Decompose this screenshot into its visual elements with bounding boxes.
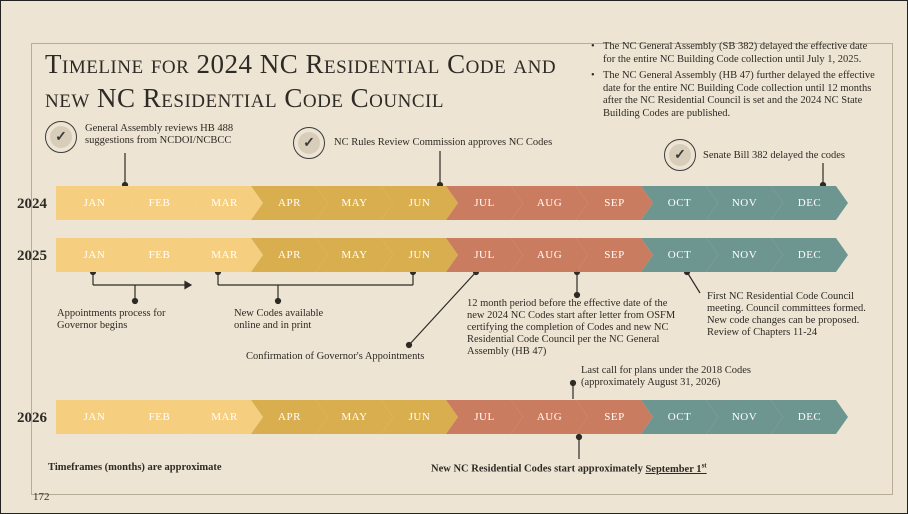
month-chevron-apr: APR bbox=[251, 400, 328, 434]
bullet-item: The NC General Assembly (HB 47) further … bbox=[589, 70, 877, 120]
checkmark-icon: ✓ bbox=[664, 139, 696, 171]
month-chevron-feb: FEB bbox=[121, 400, 198, 434]
month-chevron-dec: DEC bbox=[771, 238, 848, 272]
month-chevron-jan: JAN bbox=[56, 238, 133, 272]
bullet-list: The NC General Assembly (SB 382) delayed… bbox=[589, 41, 877, 124]
slide-title: Timeline for 2024 NC Residential Code an… bbox=[45, 49, 557, 113]
month-chevron-apr: APR bbox=[251, 186, 328, 220]
bullet-item: The NC General Assembly (SB 382) delayed… bbox=[589, 41, 877, 66]
month-chevron-feb: FEB bbox=[121, 238, 198, 272]
connector-dot bbox=[575, 433, 583, 441]
connector-dot bbox=[274, 297, 282, 305]
month-chevron-may: MAY bbox=[316, 238, 393, 272]
arrow-head bbox=[184, 280, 193, 290]
month-chevron-jul: JUL bbox=[446, 400, 523, 434]
month-chevron-sep: SEP bbox=[576, 400, 653, 434]
month-chevron-apr: APR bbox=[251, 238, 328, 272]
month-chevron-nov: NOV bbox=[706, 186, 783, 220]
connector-dot bbox=[569, 379, 577, 387]
checkmark-icon: ✓ bbox=[293, 127, 325, 159]
page-number: 172 bbox=[33, 491, 50, 503]
month-chevron-oct: OCT bbox=[641, 186, 718, 220]
month-chevron-nov: NOV bbox=[706, 400, 783, 434]
annotation-2024-sb382: Senate Bill 382 delayed the codes bbox=[703, 150, 846, 161]
codes-start-date-text: September 1 bbox=[645, 463, 702, 475]
connector-dot bbox=[131, 297, 139, 305]
timeline-row-2026: JAN FEB MAR APR MAY JUN JUL AUG SEP OCT NOV DEC bbox=[56, 400, 851, 434]
month-chevron-mar: MAR bbox=[186, 400, 263, 434]
checkmark-icon: ✓ bbox=[45, 121, 77, 153]
approximate-note: Timeframes (months) are approximate bbox=[48, 462, 222, 473]
annotation-2025-council-meeting: First NC Residential Code Council meetin… bbox=[707, 291, 866, 338]
month-chevron-mar: MAR bbox=[186, 238, 263, 272]
timeline-row-2025: JAN FEB MAR APR MAY JUN JUL AUG SEP OCT NOV DEC bbox=[56, 238, 851, 272]
month-chevron-nov: NOV bbox=[706, 238, 783, 272]
month-chevron-mar: MAR bbox=[186, 186, 263, 220]
month-chevron-jul: JUL bbox=[446, 186, 523, 220]
year-label: 2026 bbox=[17, 410, 47, 426]
month-chevron-dec: DEC bbox=[771, 400, 848, 434]
codes-start-date-suffix: st bbox=[701, 461, 707, 469]
month-chevron-aug: AUG bbox=[511, 186, 588, 220]
month-chevron-feb: FEB bbox=[121, 186, 198, 220]
month-chevron-dec: DEC bbox=[771, 186, 848, 220]
year-label: 2025 bbox=[17, 248, 47, 264]
annotation-2025-codes-available: New Codes available online and in print bbox=[234, 308, 324, 331]
connector-line bbox=[686, 271, 701, 294]
annotation-2025-appointments: Appointments process for Governor begins bbox=[57, 308, 166, 331]
annotation-2026-last-call: Last call for plans under the 2018 Codes… bbox=[581, 365, 751, 388]
month-chevron-jan: JAN bbox=[56, 186, 133, 220]
annotation-2025-confirmation: Confirmation of Governor's Appointments bbox=[246, 351, 425, 362]
month-chevron-jun: JUN bbox=[381, 400, 458, 434]
connector-dot bbox=[405, 341, 413, 349]
connector-line bbox=[408, 271, 477, 346]
annotation-2024-hb488: General Assembly reviews HB 488 suggesti… bbox=[85, 123, 234, 146]
annotation-2024-rules-review: NC Rules Review Commission approves NC C… bbox=[334, 137, 553, 148]
month-chevron-sep: SEP bbox=[576, 238, 653, 272]
month-chevron-aug: AUG bbox=[511, 238, 588, 272]
annotation-2025-12-month-period: 12 month period before the effective dat… bbox=[467, 298, 676, 357]
codes-start-date: September 1st bbox=[645, 461, 707, 475]
month-chevron-jun: JUN bbox=[381, 186, 458, 220]
month-chevron-may: MAY bbox=[316, 186, 393, 220]
connector-dot bbox=[573, 291, 581, 299]
month-chevron-jun: JUN bbox=[381, 238, 458, 272]
month-chevron-jul: JUL bbox=[446, 238, 523, 272]
month-chevron-aug: AUG bbox=[511, 400, 588, 434]
month-chevron-sep: SEP bbox=[576, 186, 653, 220]
month-chevron-oct: OCT bbox=[641, 238, 718, 272]
month-chevron-oct: OCT bbox=[641, 400, 718, 434]
month-chevron-jan: JAN bbox=[56, 400, 133, 434]
codes-start-note: New NC Residential Codes start approxima… bbox=[431, 459, 771, 476]
month-chevron-may: MAY bbox=[316, 400, 393, 434]
timeline-row-2024: JAN FEB MAR APR MAY JUN JUL AUG SEP OCT NOV DEC bbox=[56, 186, 851, 220]
codes-start-prefix: New NC Residential Codes start approxima… bbox=[431, 463, 646, 475]
year-label: 2024 bbox=[17, 196, 47, 212]
